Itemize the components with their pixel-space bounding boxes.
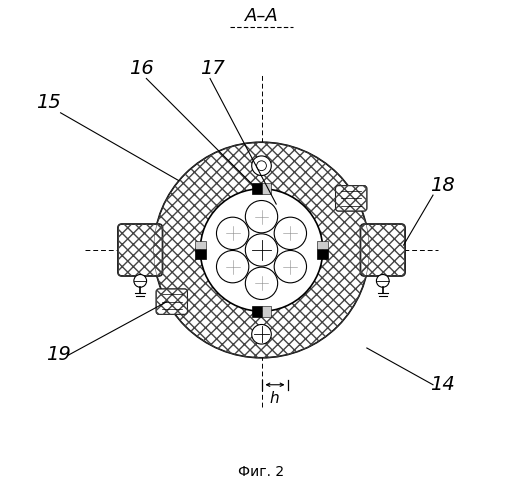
Circle shape <box>245 267 278 300</box>
Bar <box>263 184 271 194</box>
Bar <box>317 249 328 260</box>
Text: 19: 19 <box>46 345 71 364</box>
Text: 15: 15 <box>36 93 61 112</box>
Circle shape <box>252 156 271 176</box>
Circle shape <box>200 188 323 311</box>
Text: 17: 17 <box>200 58 225 78</box>
Circle shape <box>245 234 278 266</box>
Text: 14: 14 <box>430 374 455 394</box>
Circle shape <box>134 274 146 287</box>
Circle shape <box>377 274 389 287</box>
FancyBboxPatch shape <box>360 224 405 276</box>
Bar <box>195 249 206 260</box>
Text: А–А: А–А <box>245 6 278 25</box>
Bar <box>252 306 263 316</box>
Bar <box>195 240 206 249</box>
Circle shape <box>217 217 249 250</box>
Bar <box>263 306 271 316</box>
Circle shape <box>257 161 266 170</box>
FancyBboxPatch shape <box>336 186 367 211</box>
Circle shape <box>245 200 278 233</box>
Text: 18: 18 <box>430 176 455 195</box>
Circle shape <box>274 250 306 283</box>
Circle shape <box>274 217 306 250</box>
Bar <box>317 240 328 249</box>
Text: h: h <box>270 392 279 406</box>
Circle shape <box>252 324 271 344</box>
Bar <box>252 184 263 194</box>
Circle shape <box>154 142 369 358</box>
Text: Фиг. 2: Фиг. 2 <box>238 466 285 479</box>
FancyBboxPatch shape <box>118 224 163 276</box>
FancyBboxPatch shape <box>156 289 187 314</box>
Circle shape <box>217 250 249 283</box>
Text: 16: 16 <box>129 58 154 78</box>
